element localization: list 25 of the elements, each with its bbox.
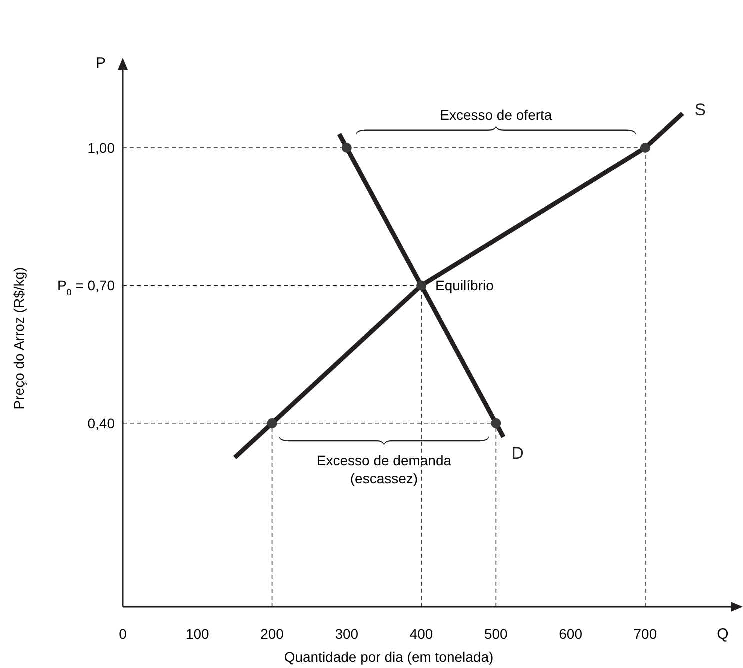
x-tick-label: 100 bbox=[186, 626, 210, 642]
text: Q bbox=[717, 626, 729, 643]
x-tick-label: 400 bbox=[410, 626, 434, 642]
x-tick-label: 500 bbox=[484, 626, 508, 642]
point bbox=[267, 418, 278, 428]
ref-line-label: Equilíbrio bbox=[436, 278, 494, 294]
point bbox=[491, 418, 502, 428]
y-tick-label: 0,40 bbox=[88, 415, 116, 432]
y-tick-label: 1,00 bbox=[88, 140, 116, 156]
point bbox=[640, 143, 650, 154]
x-tick-label: 200 bbox=[260, 626, 284, 642]
y-axis-title: Preço do Arroz (R$/kg) bbox=[11, 267, 27, 410]
series-label: S bbox=[694, 100, 706, 120]
x-axis-title: Quantidade por dia (em tonelada) bbox=[284, 649, 494, 665]
point bbox=[416, 280, 427, 291]
series-label: D bbox=[512, 444, 524, 464]
point bbox=[342, 143, 352, 154]
x-tick-label: 700 bbox=[634, 626, 658, 642]
x-tick-label: 0 bbox=[119, 626, 128, 642]
y-tick-label: P$_{0}$ = 0,70 bbox=[57, 278, 116, 298]
text: P bbox=[96, 55, 106, 72]
annotation: Excesso de demanda (escassez) bbox=[316, 452, 452, 486]
annotation: Excesso de oferta bbox=[440, 107, 552, 124]
x-tick-label: 600 bbox=[559, 626, 583, 642]
x-tick-label: 300 bbox=[335, 626, 359, 642]
